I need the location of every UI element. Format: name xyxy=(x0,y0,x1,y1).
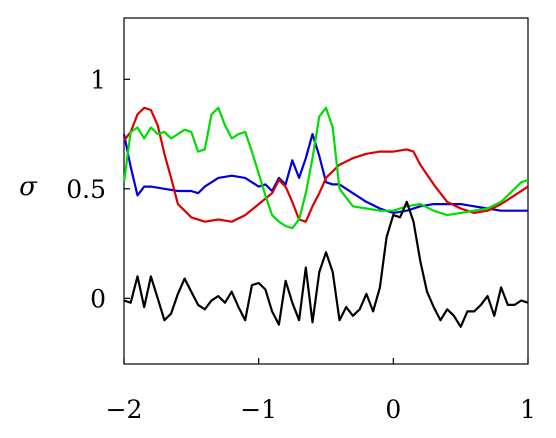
series-line-2 xyxy=(122,106,529,230)
series-layer xyxy=(122,106,529,328)
x-tick-label: −1 xyxy=(240,395,277,424)
x-tick-label: 0 xyxy=(385,395,401,424)
x-tick-label: 1 xyxy=(520,395,536,424)
ticks-layer: −2 −1 0 1 0 0.5 1 xyxy=(66,65,536,424)
series-line-3 xyxy=(123,200,529,328)
plot-frame xyxy=(123,17,529,365)
x-tick-label: −2 xyxy=(106,395,143,424)
y-tick-label: 0 xyxy=(90,284,106,313)
y-tick-label: 0.5 xyxy=(66,175,106,204)
y-axis-label: σ xyxy=(19,172,38,202)
y-tick-label: 1 xyxy=(90,65,106,94)
series-line-0 xyxy=(122,133,528,214)
